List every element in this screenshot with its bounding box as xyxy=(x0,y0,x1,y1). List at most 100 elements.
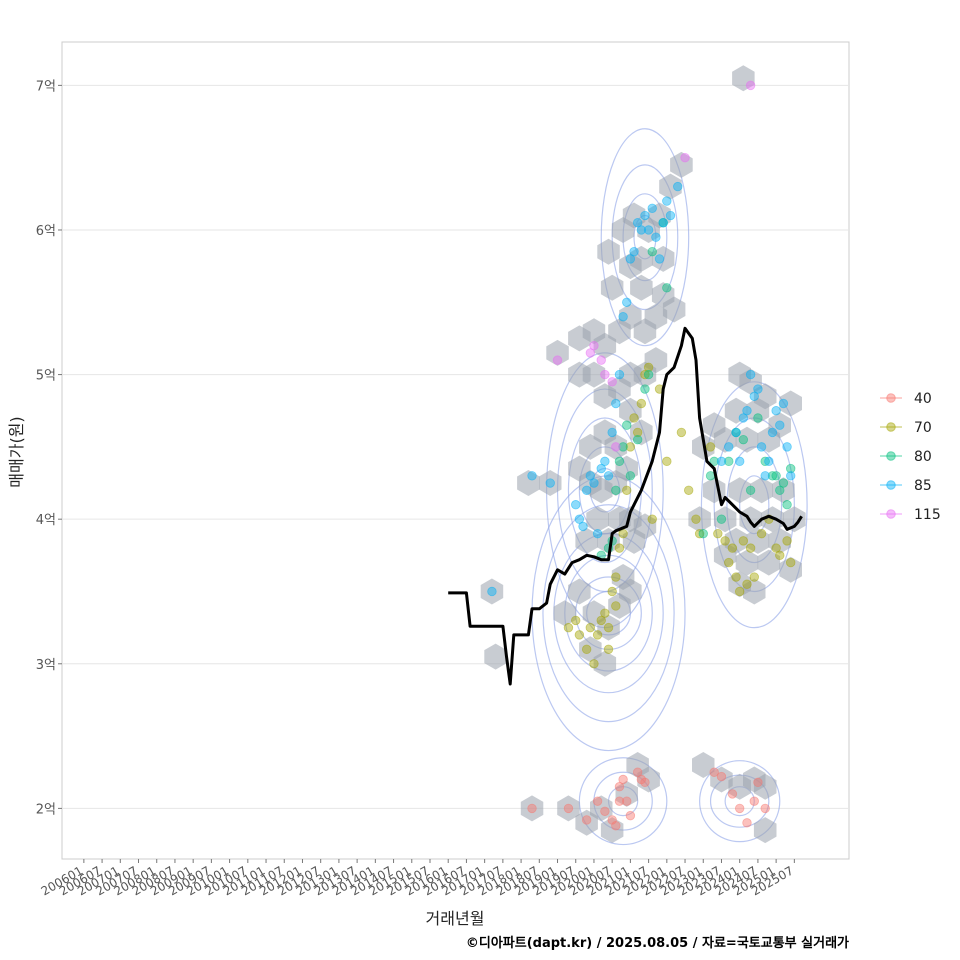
data-point-85 xyxy=(611,398,621,409)
data-point-70 xyxy=(756,528,767,539)
data-point-85 xyxy=(764,456,774,467)
hexbin-cell xyxy=(713,542,737,569)
plot-panel xyxy=(61,41,850,860)
data-point-80 xyxy=(632,434,643,445)
density-contour xyxy=(542,504,675,723)
hexbin-cell xyxy=(480,578,504,605)
data-point-70 xyxy=(727,543,738,553)
hexbin-cell xyxy=(753,383,777,410)
data-point-115 xyxy=(552,355,563,365)
data-point-85 xyxy=(629,246,639,257)
data-point-80 xyxy=(778,478,789,488)
data-point-85 xyxy=(665,210,676,221)
data-point-70 xyxy=(775,550,785,561)
hexbin-cell xyxy=(768,412,791,439)
legend-label: 40 xyxy=(914,391,932,407)
y-tick-label: 2억 xyxy=(36,802,56,817)
hexbin-cell xyxy=(735,426,759,453)
hexbin-cell xyxy=(575,527,598,554)
data-point-80 xyxy=(640,384,650,394)
data-point-85 xyxy=(636,225,647,235)
hexbin-cell xyxy=(604,433,628,460)
data-point-40 xyxy=(563,803,574,814)
hexbin-cell xyxy=(710,766,733,793)
data-point-40 xyxy=(607,815,617,825)
data-point-115 xyxy=(607,377,617,387)
data-point-40 xyxy=(527,803,537,814)
data-point-70 xyxy=(745,543,756,553)
data-point-85 xyxy=(589,478,599,488)
data-point-40 xyxy=(622,796,632,806)
data-point-70 xyxy=(724,557,734,568)
data-point-70 xyxy=(749,572,759,582)
legend-key-dot xyxy=(886,480,896,490)
legend-label: 80 xyxy=(914,449,932,465)
data-point-115 xyxy=(596,355,606,365)
density-contour xyxy=(699,760,781,843)
legend-key-dot xyxy=(886,509,896,519)
data-point-40 xyxy=(600,806,610,816)
data-point-85 xyxy=(545,478,555,488)
y-tick-label: 5억 xyxy=(36,369,56,384)
data-point-85 xyxy=(775,420,785,430)
hexbin-cell xyxy=(611,564,635,590)
data-point-85 xyxy=(618,312,628,322)
legend-label: 70 xyxy=(914,420,932,436)
data-point-85 xyxy=(745,369,756,380)
hexbin-cell xyxy=(615,780,638,807)
data-point-40 xyxy=(618,774,628,785)
hexbin-cell xyxy=(597,527,620,554)
data-point-80 xyxy=(698,528,708,539)
data-point-70 xyxy=(786,557,796,568)
data-point-85 xyxy=(662,196,672,206)
data-point-70 xyxy=(592,630,603,640)
hexbin-cell xyxy=(593,332,617,359)
hexbin-cell xyxy=(568,578,591,605)
data-point-80 xyxy=(724,456,734,467)
data-point-70 xyxy=(676,427,687,438)
source-caption: ©디아파트(dapt.kr) / 2025.08.05 / 자료=국토교통부 실… xyxy=(466,935,849,951)
data-point-115 xyxy=(589,340,599,351)
trend-line xyxy=(448,326,803,686)
data-point-85 xyxy=(673,181,683,192)
data-point-70 xyxy=(636,398,647,409)
hexbin-cell xyxy=(582,361,606,388)
data-point-80 xyxy=(753,413,763,423)
hexbin-cell xyxy=(619,397,642,424)
hexbin-cell xyxy=(724,397,748,424)
hexbin-cell xyxy=(579,636,602,663)
data-point-70 xyxy=(731,572,741,582)
data-point-85 xyxy=(778,398,789,409)
data-point-70 xyxy=(563,622,574,633)
data-point-80 xyxy=(745,485,756,495)
data-point-80 xyxy=(611,485,621,495)
hexbin-layer xyxy=(480,65,806,844)
data-point-70 xyxy=(603,622,614,633)
data-point-85 xyxy=(756,442,767,452)
data-point-40 xyxy=(581,815,592,825)
hexbin-cell xyxy=(651,245,675,272)
data-point-85 xyxy=(782,442,792,452)
data-point-80 xyxy=(618,442,628,452)
y-tick-label: 4억 xyxy=(36,513,56,528)
data-point-70 xyxy=(611,601,621,611)
hexbin-cell xyxy=(739,368,762,395)
hexbin-cell xyxy=(713,426,737,453)
hexbin-cell xyxy=(659,173,682,200)
data-point-85 xyxy=(571,500,581,510)
hexbin-cell xyxy=(644,303,668,330)
data-point-85 xyxy=(487,586,497,597)
data-point-40 xyxy=(709,767,719,777)
data-point-85 xyxy=(654,254,665,264)
y-tick-label: 7억 xyxy=(36,79,56,94)
data-point-115 xyxy=(600,369,610,380)
data-point-70 xyxy=(647,514,657,524)
hexbin-cell xyxy=(597,614,620,641)
data-point-70 xyxy=(705,442,716,452)
hexbin-cell xyxy=(622,202,646,229)
hexbin-cell xyxy=(753,773,777,800)
y-tick-label: 3억 xyxy=(36,658,56,673)
legend-key-dot xyxy=(886,451,896,461)
data-point-85 xyxy=(753,384,763,394)
scatter-points xyxy=(487,80,796,831)
